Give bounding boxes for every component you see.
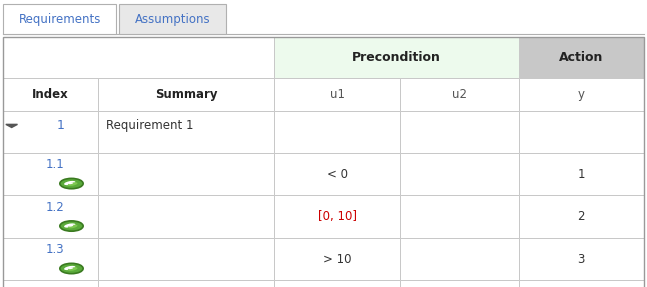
Bar xyxy=(274,37,519,78)
Bar xyxy=(3,153,98,195)
Text: 2: 2 xyxy=(578,210,585,223)
Bar xyxy=(274,78,400,111)
Bar xyxy=(98,195,274,238)
Circle shape xyxy=(60,263,83,274)
Text: u2: u2 xyxy=(452,88,467,101)
Ellipse shape xyxy=(69,225,73,227)
Bar xyxy=(274,280,400,287)
Bar xyxy=(519,78,644,111)
Bar xyxy=(274,238,400,280)
Bar xyxy=(274,153,400,195)
Text: 3: 3 xyxy=(578,253,585,266)
Bar xyxy=(400,78,519,111)
Bar xyxy=(3,195,98,238)
FancyBboxPatch shape xyxy=(119,4,226,34)
Text: Action: Action xyxy=(559,51,604,64)
Bar xyxy=(519,280,644,287)
Ellipse shape xyxy=(68,225,78,228)
Bar xyxy=(3,78,98,111)
Bar xyxy=(519,37,644,78)
Ellipse shape xyxy=(64,223,76,228)
Bar xyxy=(400,153,519,195)
Text: Requirement 1: Requirement 1 xyxy=(106,119,193,132)
Circle shape xyxy=(60,179,83,189)
Text: u1: u1 xyxy=(330,88,345,101)
Bar xyxy=(3,238,98,280)
Text: 1: 1 xyxy=(578,168,585,181)
Bar xyxy=(519,238,644,280)
Ellipse shape xyxy=(69,267,73,269)
Ellipse shape xyxy=(68,182,78,186)
Bar xyxy=(519,153,644,195)
Text: Precondition: Precondition xyxy=(352,51,441,64)
Bar xyxy=(3,280,98,287)
Text: Requirements: Requirements xyxy=(19,13,101,26)
Text: Assumptions: Assumptions xyxy=(135,13,210,26)
Bar xyxy=(98,78,274,111)
Polygon shape xyxy=(6,124,17,127)
FancyBboxPatch shape xyxy=(3,4,116,34)
Bar xyxy=(98,280,274,287)
Text: 1.2: 1.2 xyxy=(46,201,65,214)
Bar xyxy=(98,111,274,153)
Bar xyxy=(400,111,519,153)
Text: > 10: > 10 xyxy=(323,253,351,266)
Bar xyxy=(98,238,274,280)
Text: < 0: < 0 xyxy=(327,168,348,181)
Ellipse shape xyxy=(64,181,76,185)
Bar xyxy=(400,238,519,280)
Text: y: y xyxy=(578,88,585,101)
Bar xyxy=(274,195,400,238)
Text: 1: 1 xyxy=(56,119,64,132)
Text: Summary: Summary xyxy=(155,88,217,101)
Bar xyxy=(519,195,644,238)
Ellipse shape xyxy=(68,267,78,271)
Bar xyxy=(98,153,274,195)
Bar xyxy=(274,111,400,153)
Bar xyxy=(3,111,98,153)
Bar xyxy=(3,37,274,78)
Bar xyxy=(400,280,519,287)
Bar xyxy=(519,111,644,153)
Text: [0, 10]: [0, 10] xyxy=(318,210,356,223)
Text: Index: Index xyxy=(32,88,69,101)
Bar xyxy=(400,195,519,238)
Circle shape xyxy=(60,221,83,231)
Ellipse shape xyxy=(64,266,76,270)
Text: 1.1: 1.1 xyxy=(46,158,65,171)
Text: 1.3: 1.3 xyxy=(46,243,65,256)
Ellipse shape xyxy=(69,183,73,184)
